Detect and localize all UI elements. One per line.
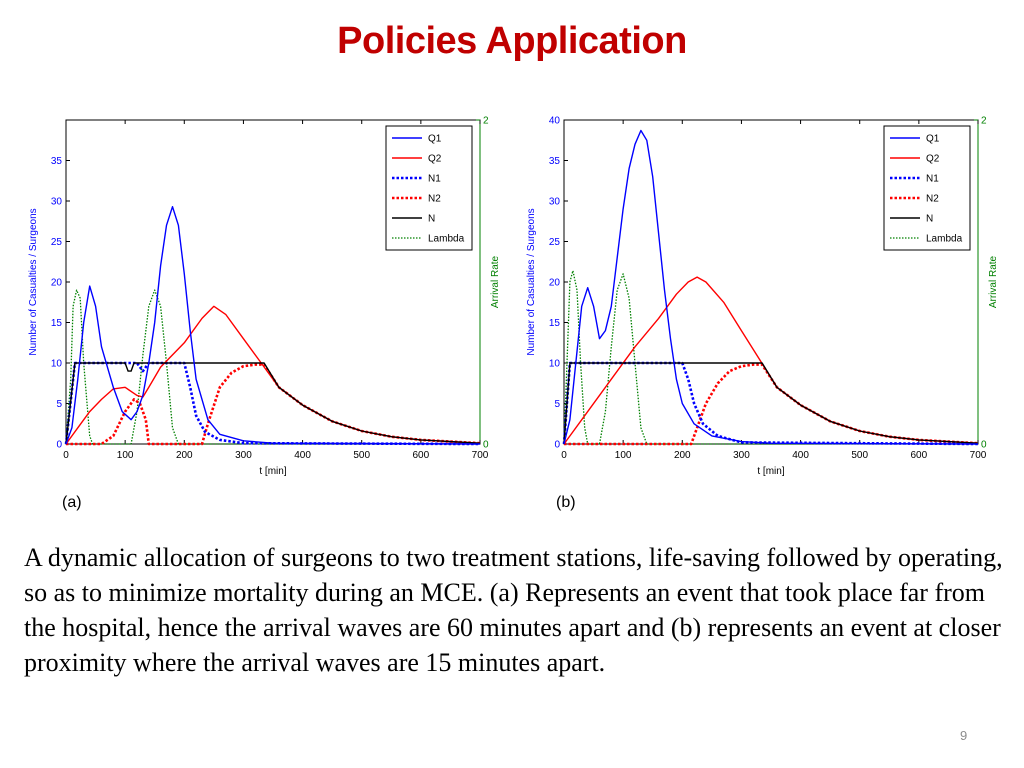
legend-label-n2: N2 — [428, 194, 441, 205]
legend-label-q2: Q2 — [428, 154, 442, 165]
y2-tick-label: 2 — [981, 116, 987, 127]
y-tick-label: 20 — [549, 278, 561, 289]
series-line-n — [65, 362, 481, 445]
legend-label-q2: Q2 — [926, 154, 940, 165]
y-tick-label: 0 — [56, 440, 62, 451]
legend-label-n1: N1 — [926, 174, 939, 185]
x-tick-label: 300 — [733, 450, 750, 461]
y-tick-label: 35 — [549, 156, 561, 167]
series-group — [64, 206, 481, 446]
legend-label-n: N — [926, 214, 933, 225]
series-line-lambda — [563, 270, 978, 445]
page-title: Policies Application — [337, 20, 687, 62]
x-axis-label: t [min] — [757, 466, 784, 477]
x-tick-label: 400 — [792, 450, 809, 461]
x-tick-label: 300 — [235, 450, 252, 461]
series-group — [562, 129, 979, 446]
legend-label-q1: Q1 — [428, 134, 442, 145]
x-tick-label: 500 — [851, 450, 868, 461]
y2-axis-label: Arrival Rate — [490, 255, 501, 308]
legend-label-n2: N2 — [926, 194, 939, 205]
y-tick-label: 15 — [51, 318, 63, 329]
x-tick-label: 600 — [413, 450, 430, 461]
y2-tick-label: 0 — [483, 440, 489, 451]
series-line-q1 — [65, 206, 481, 445]
x-tick-label: 200 — [674, 450, 691, 461]
y-tick-label: 40 — [549, 116, 561, 127]
panel-label-b: (b) — [556, 494, 576, 511]
x-tick-label: 0 — [63, 450, 69, 461]
y-tick-label: 10 — [51, 359, 63, 370]
panel-label-a: (a) — [62, 494, 82, 511]
x-tick-label: 100 — [615, 450, 632, 461]
y-tick-label: 15 — [549, 318, 561, 329]
x-tick-label: 0 — [561, 450, 567, 461]
x-tick-label: 700 — [970, 450, 987, 461]
legend-label-q1: Q1 — [926, 134, 940, 145]
x-tick-label: 200 — [176, 450, 193, 461]
chart-a: 0 100 200 300 400 500 600 7000510152025303502t … — [28, 116, 501, 478]
y2-axis-label: Arrival Rate — [988, 255, 999, 308]
series-line-n — [563, 362, 979, 445]
legend-box — [385, 125, 473, 251]
x-tick-label: 600 — [911, 450, 928, 461]
y-tick-label: 25 — [549, 237, 561, 248]
y2-tick-label: 0 — [981, 440, 987, 451]
legend-label-lambda: Lambda — [428, 234, 465, 245]
y-tick-label: 30 — [51, 197, 63, 208]
series-line-n1 — [64, 361, 481, 446]
x-tick-label: 700 — [472, 450, 489, 461]
chart-b: 0 100 200 300 400 500 600 700051015202530354002… — [526, 116, 999, 478]
y-tick-label: 10 — [549, 359, 561, 370]
legend-box — [883, 125, 971, 251]
x-tick-label: 500 — [353, 450, 370, 461]
legend-label-n1: N1 — [428, 174, 441, 185]
series-line-q1 — [563, 129, 979, 445]
y-tick-label: 0 — [554, 440, 560, 451]
caption-text: A dynamic allocation of surgeons to two … — [24, 543, 1003, 677]
y-axis-label: Number of Casualties / Surgeons — [526, 208, 537, 355]
y-tick-label: 35 — [51, 156, 63, 167]
y2-tick-label: 2 — [483, 116, 489, 127]
legend-label-lambda: Lambda — [926, 234, 963, 245]
y-axis-label: Number of Casualties / Surgeons — [28, 208, 39, 355]
y-tick-label: 30 — [549, 197, 561, 208]
x-tick-label: 100 — [117, 450, 134, 461]
legend-label-n: N — [428, 214, 435, 225]
y-tick-label: 5 — [56, 399, 62, 410]
x-tick-label: 400 — [294, 450, 311, 461]
y-tick-label: 5 — [554, 399, 560, 410]
page-number: 9 — [960, 728, 968, 743]
x-axis-label: t [min] — [259, 466, 286, 477]
y-tick-label: 25 — [51, 237, 63, 248]
y-tick-label: 20 — [51, 278, 63, 289]
